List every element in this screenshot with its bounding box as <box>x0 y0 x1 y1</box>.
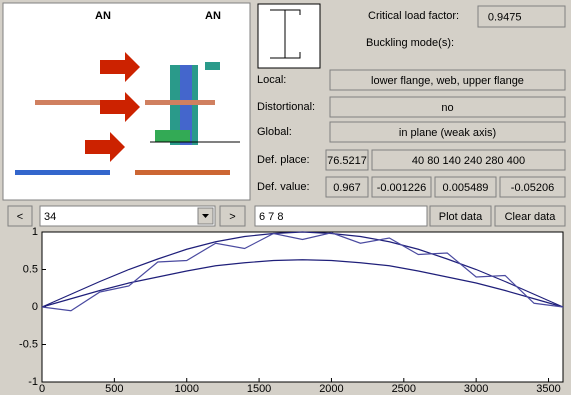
y-tick-label: -1 <box>28 376 38 388</box>
button-text[interactable]: < <box>17 211 23 223</box>
edit-box-text[interactable]: 6 7 8 <box>259 211 283 223</box>
logo: AN <box>205 10 221 22</box>
button-text[interactable]: Plot data <box>439 211 483 223</box>
label: Distortional: <box>257 101 315 113</box>
value-box-text: -0.05206 <box>511 182 554 194</box>
value-box-text: in plane (weak axis) <box>399 127 496 139</box>
label: Def. place: <box>257 154 310 166</box>
y-tick-label: -0.5 <box>19 338 38 350</box>
label: Def. value: <box>257 181 310 193</box>
value-box-text: 0.005489 <box>443 182 489 194</box>
x-tick-label: 2000 <box>319 383 343 395</box>
app-window: AN AN Critical load factor: 0.9475 Bucklin… <box>0 0 571 395</box>
y-tick-label: 0.5 <box>23 263 38 275</box>
value-box-text: no <box>441 102 453 114</box>
button-text[interactable]: > <box>229 211 235 223</box>
value-box-text: -0.001226 <box>377 182 427 194</box>
value-box-text: 76.5217 <box>327 155 367 167</box>
logo: AN <box>95 10 111 22</box>
x-tick-label: 2500 <box>392 383 416 395</box>
x-tick-label: 1500 <box>247 383 271 395</box>
label: Global: <box>257 126 292 138</box>
y-tick-label: 1 <box>32 226 38 238</box>
button-text[interactable]: Clear data <box>505 211 557 223</box>
label: Buckling mode(s): <box>366 37 454 49</box>
x-tick-label: 3000 <box>464 383 488 395</box>
combo-box-text[interactable]: 34 <box>44 211 56 223</box>
value-box-text: 0.9475 <box>488 11 522 23</box>
x-tick-label: 0 <box>39 383 45 395</box>
x-tick-label: 500 <box>105 383 123 395</box>
fe-image: AN AN <box>3 3 250 200</box>
y-tick-label: 0 <box>32 301 38 313</box>
label: Critical load factor: <box>368 10 459 22</box>
label: Local: <box>257 74 286 86</box>
plot-area <box>42 232 563 382</box>
value-box-text: 40 80 140 240 280 400 <box>412 155 525 167</box>
x-tick-label: 1000 <box>174 383 198 395</box>
value-box-text: 0.967 <box>333 182 361 194</box>
value-box-text: lower flange, web, upper flange <box>371 75 524 87</box>
combo-box[interactable] <box>40 206 215 226</box>
x-tick-label: 3500 <box>536 383 560 395</box>
section-icon <box>258 4 320 68</box>
